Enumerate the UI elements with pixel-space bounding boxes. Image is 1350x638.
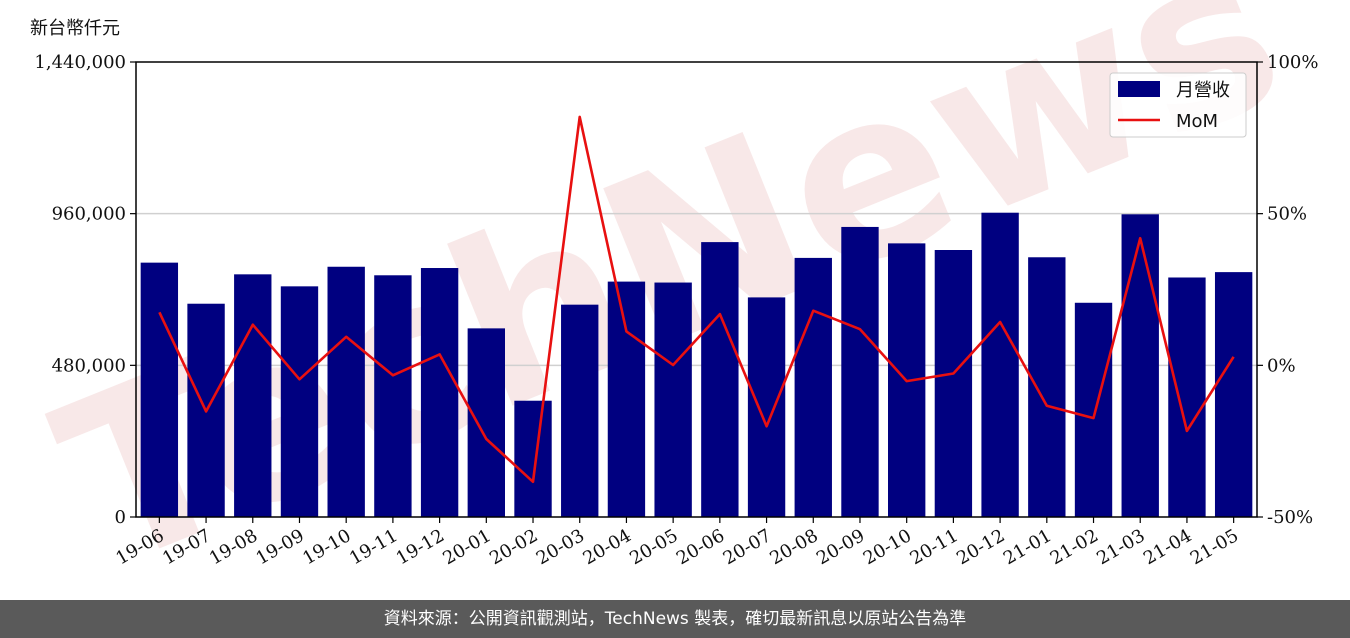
x-tick-label-21-02: 21-02 [1047, 525, 1102, 569]
bar-20-04 [607, 281, 646, 517]
revenue-chart: TechNews 0480,000960,0001,440,000-50%0%5… [27, 0, 1318, 600]
x-tick-label-20-08: 20-08 [766, 525, 821, 569]
bar-21-04 [1168, 277, 1206, 517]
bar-20-02 [514, 400, 552, 517]
bar-19-06 [140, 262, 179, 517]
bar-19-08 [234, 274, 272, 517]
right-tick-label-1: 0% [1267, 355, 1296, 376]
bar-21-05 [1214, 272, 1253, 517]
right-tick-label-0: -50% [1267, 507, 1313, 528]
left-tick-label-0: 0 [115, 507, 126, 528]
y-axis-unit-label: 新台幣仟元 [30, 18, 120, 39]
left-tick-label-2: 960,000 [52, 204, 126, 225]
x-tick-label-21-03: 21-03 [1093, 525, 1148, 569]
bar-20-05 [654, 282, 692, 517]
x-tick-label-20-12: 20-12 [953, 525, 1008, 569]
x-tick-label-20-07: 20-07 [720, 525, 775, 569]
x-tick-label-20-02: 20-02 [486, 525, 541, 569]
legend-label-bar: 月營收 [1176, 80, 1230, 101]
legend-swatch-bar [1118, 81, 1160, 97]
bar-20-01 [467, 328, 505, 517]
bar-20-08 [794, 257, 832, 517]
mom-line [158, 115, 1235, 484]
bar-19-10 [327, 266, 365, 517]
x-tick-label-20-03: 20-03 [533, 525, 588, 569]
bar-20-07 [747, 297, 786, 517]
x-tick-label-20-09: 20-09 [813, 525, 868, 569]
bar-19-11 [374, 275, 412, 517]
bar-20-09 [841, 226, 879, 517]
bar-21-03 [1121, 214, 1159, 517]
bar-20-06 [701, 242, 739, 517]
mom-line-series [158, 115, 1235, 484]
x-tick-label-21-01: 21-01 [1000, 525, 1055, 569]
legend: 月營收 MoM [1109, 72, 1247, 138]
bar-19-12 [420, 268, 459, 517]
x-tick-label-21-05: 21-05 [1187, 525, 1242, 569]
x-tick-label-20-11: 20-11 [906, 525, 961, 569]
bar-21-02 [1074, 302, 1113, 517]
x-tick-label-20-10: 20-10 [860, 525, 915, 569]
bar-21-01 [1028, 257, 1066, 517]
right-tick-label-3: 100% [1267, 52, 1318, 73]
x-tick-label-19-11: 19-11 [346, 525, 401, 569]
legend-label-line: MoM [1176, 111, 1218, 132]
bar-20-11 [934, 250, 973, 517]
left-tick-label-3: 1,440,000 [34, 52, 126, 73]
plot-frame [135, 61, 1258, 518]
right-tick-label-2: 50% [1267, 204, 1307, 225]
x-tick-label-21-04: 21-04 [1140, 525, 1195, 569]
x-tick-label-20-01: 20-01 [439, 525, 494, 569]
x-tick-label-20-05: 20-05 [626, 525, 681, 569]
x-tick-label-20-04: 20-04 [579, 525, 634, 569]
left-tick-label-1: 480,000 [52, 355, 126, 376]
bar-20-12 [981, 212, 1019, 517]
bar-19-09 [280, 286, 319, 517]
x-tick-label-20-06: 20-06 [673, 525, 728, 569]
bar-20-03 [561, 304, 599, 517]
source-footer: 資料來源：公開資訊觀測站，TechNews 製表，確切最新訊息以原站公告為準 [0, 600, 1350, 638]
grid-lines [136, 212, 1257, 367]
x-tick-label-19-12: 19-12 [393, 525, 448, 569]
